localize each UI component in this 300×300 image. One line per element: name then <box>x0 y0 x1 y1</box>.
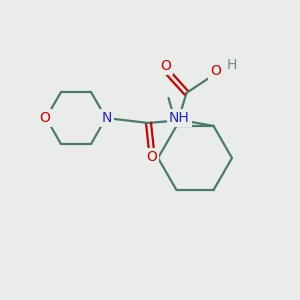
Text: O: O <box>160 59 171 73</box>
Text: H: H <box>226 58 237 72</box>
Text: O: O <box>146 150 157 164</box>
Text: N: N <box>102 111 112 125</box>
Text: O: O <box>210 64 221 78</box>
Text: O: O <box>40 111 50 125</box>
Text: NH: NH <box>169 111 190 125</box>
